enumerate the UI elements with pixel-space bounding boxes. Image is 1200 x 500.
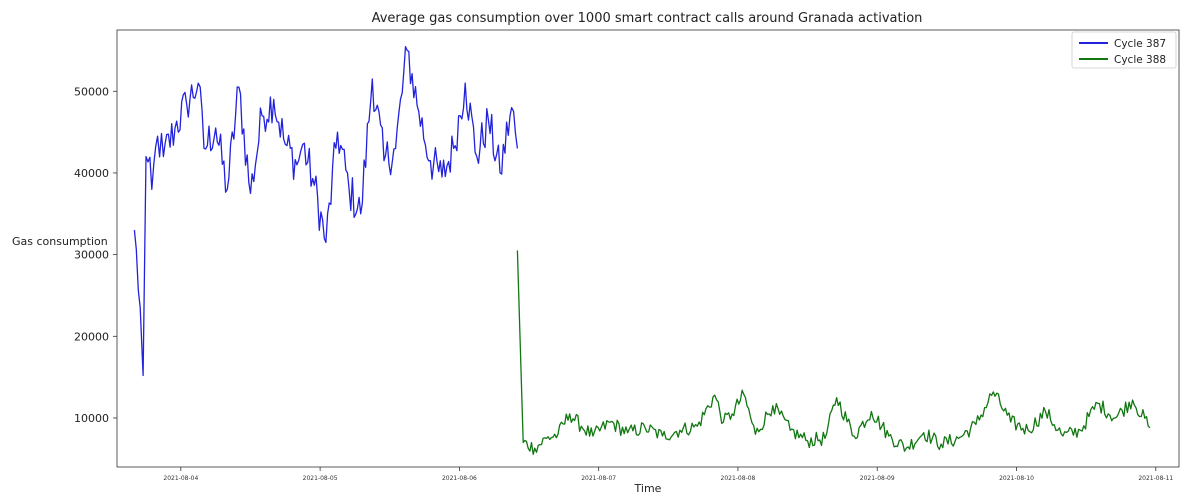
x-tick-label: 2021-08-06 bbox=[442, 475, 477, 482]
legend-label-cycle-388: Cycle 388 bbox=[1114, 54, 1166, 66]
y-tick-label: 30000 bbox=[74, 249, 109, 262]
y-axis: 10000 20000 30000 40000 50000 bbox=[74, 85, 117, 425]
x-tick-label: 2021-08-07 bbox=[581, 475, 616, 482]
x-tick-label: 2021-08-05 bbox=[303, 475, 338, 482]
x-tick-label: 2021-08-09 bbox=[860, 475, 895, 482]
x-tick-label: 2021-08-10 bbox=[999, 475, 1034, 482]
plot-frame bbox=[116, 29, 1180, 468]
series-line-cycle-387 bbox=[133, 46, 519, 377]
x-tick-label: 2021-08-11 bbox=[1138, 475, 1173, 482]
series-layer bbox=[133, 46, 1151, 455]
x-tick-label: 2021-08-04 bbox=[163, 475, 198, 482]
legend-label-cycle-387: Cycle 387 bbox=[1114, 38, 1166, 50]
y-tick-label: 20000 bbox=[74, 330, 109, 343]
x-axis: 2021-08-04 2021-08-05 2021-08-06 2021-08-07… bbox=[163, 467, 1173, 482]
chart-title: Average gas consumption over 1000 smart … bbox=[372, 11, 923, 26]
y-tick-label: 40000 bbox=[74, 167, 109, 180]
x-tick-label: 2021-08-08 bbox=[721, 475, 756, 482]
y-tick-label: 50000 bbox=[74, 85, 109, 98]
legend: Cycle 387 Cycle 388 bbox=[1071, 31, 1177, 69]
y-axis-label: Gas consumption bbox=[12, 235, 108, 248]
y-tick-label: 10000 bbox=[74, 412, 109, 425]
series-line-cycle-388 bbox=[516, 250, 1151, 455]
x-axis-label: Time bbox=[634, 482, 662, 495]
